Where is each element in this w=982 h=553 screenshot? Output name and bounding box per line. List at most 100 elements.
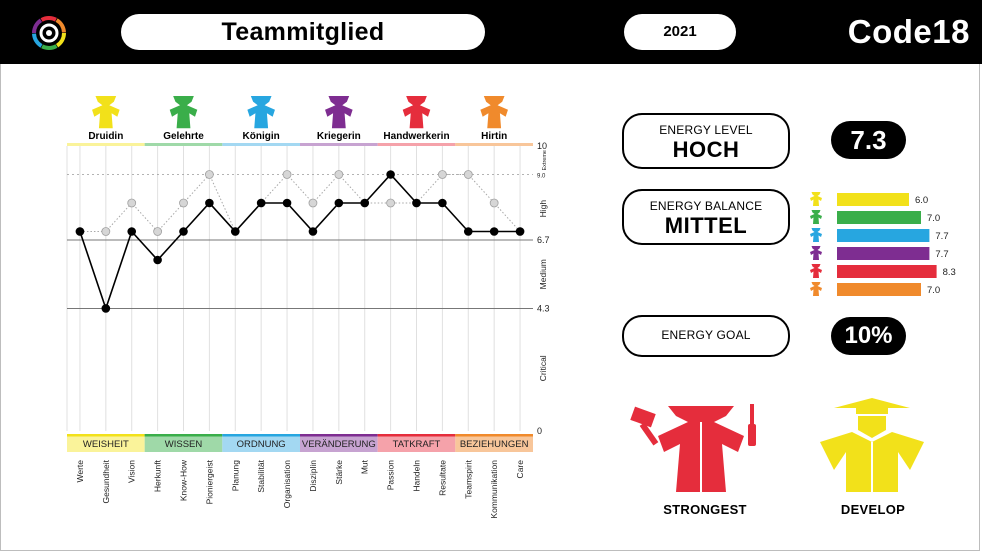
group-bar (144, 434, 223, 452)
brand-name: Code18 (847, 13, 970, 50)
actual-point (463, 227, 473, 236)
group-label: BEZIEHUNGEN (460, 439, 529, 450)
actual-point (153, 255, 162, 265)
target-point (153, 227, 163, 236)
group-bar-accent (455, 434, 533, 437)
target-point (179, 198, 188, 208)
y-tick-label: 9.0 (537, 174, 546, 180)
category-label: Organisation (282, 460, 292, 508)
target-point (282, 170, 292, 179)
category-label: Kommunikation (489, 460, 499, 519)
group-bar (377, 434, 456, 452)
category-label: Vision (127, 460, 137, 483)
group-bar-accent (222, 434, 300, 437)
group-top-strip (377, 143, 456, 146)
target-point (437, 170, 447, 179)
energy-line-chart: 10 9.0 6.7 4.3 0 Extreme High Medium Critical Dru… (66, 96, 550, 519)
archetype-icon (402, 96, 431, 129)
target-point (101, 227, 111, 236)
group-top-strip (300, 143, 378, 146)
balance-archetype-icon (810, 192, 822, 206)
balance-bar (837, 193, 909, 206)
category-label: Teamspirit (463, 459, 473, 498)
group-bar-accent (300, 434, 378, 437)
y-tick-label: 6.7 (537, 235, 550, 245)
category-label: Handeln (412, 460, 422, 492)
group-top-strip (67, 143, 145, 146)
group-label: WISSEN (165, 439, 203, 450)
strongest-label: STRONGEST (663, 502, 747, 517)
archetype-icon (169, 96, 198, 129)
energy-level-rating: HOCH (672, 137, 740, 162)
y-tick-label: 0 (537, 426, 542, 436)
actual-point (256, 198, 266, 208)
balance-archetype-icon (810, 282, 822, 296)
archetype-name: Königin (243, 131, 280, 142)
actual-point (75, 227, 85, 236)
actual-point (205, 198, 214, 208)
category-label: Stärke (334, 460, 344, 485)
develop-label: DEVELOP (840, 502, 906, 517)
balance-bar (837, 229, 930, 242)
year-badge: 2021 (624, 14, 736, 50)
archetype-icon (247, 96, 275, 129)
archetype-name: Druidin (88, 131, 123, 142)
energy-balance-bars: 6.07.07.77.78.37.0 (810, 192, 956, 296)
energy-goal-label: ENERGY GOAL (661, 328, 751, 342)
category-label: Passion (386, 460, 396, 491)
actual-point (515, 227, 525, 236)
group-label: VERÄNDERUNG (302, 439, 376, 450)
actual-point (308, 227, 318, 236)
target-point (463, 170, 473, 179)
balance-value: 7.0 (927, 213, 940, 224)
archetype-name: Gelehrte (163, 131, 204, 142)
group-top-strip (144, 143, 223, 146)
group-bar-accent (144, 434, 223, 437)
archetype-icon (92, 96, 120, 129)
y-tick-label: 4.3 (537, 303, 550, 313)
target-point (308, 198, 318, 208)
actual-point (230, 227, 240, 236)
energy-balance-card: ENERGY BALANCE MITTEL (622, 189, 790, 245)
group-bar-accent (377, 434, 456, 437)
balance-value: 7.7 (935, 231, 948, 242)
balance-value: 7.0 (927, 285, 940, 296)
actual-point (101, 304, 111, 313)
balance-value: 6.0 (915, 195, 928, 206)
category-label: Mut (360, 459, 370, 474)
zone-label: Extreme (542, 150, 548, 170)
group-label: WEISHEIT (83, 439, 129, 450)
actual-point (386, 170, 395, 179)
category-label: Know-How (179, 459, 189, 501)
actual-series-line (79, 173, 521, 311)
energy-goal-value: 10% (831, 317, 906, 355)
group-bar (300, 434, 378, 452)
category-label: Gesundheit (101, 459, 111, 503)
balance-archetype-icon (810, 246, 822, 260)
balance-bar (837, 211, 921, 224)
energy-balance-label: ENERGY BALANCE (649, 199, 763, 213)
actual-point (489, 227, 499, 236)
energy-balance-rating: MITTEL (664, 213, 748, 238)
handwerkerin-figure-icon (630, 404, 756, 492)
archetype-icon (325, 96, 353, 129)
zone-label: High (538, 200, 548, 218)
category-label: Stabilität (256, 459, 266, 492)
actual-point (334, 198, 344, 208)
actual-point (282, 198, 292, 208)
actual-point (412, 198, 421, 208)
group-bar (67, 434, 145, 452)
balance-bar (837, 265, 937, 278)
group-bar (222, 434, 300, 452)
target-point (489, 198, 499, 208)
category-label: Resultate (437, 460, 447, 496)
y-tick-label: 10 (537, 141, 547, 151)
actual-point (127, 227, 137, 236)
zone-label: Medium (538, 259, 548, 289)
page-title: Teammitglied (121, 14, 485, 50)
balance-value: 7.7 (935, 249, 948, 260)
target-point (334, 170, 344, 179)
header-bar: Teammitglied 2021 Code18 (0, 0, 982, 64)
group-label: ORDNUNG (237, 439, 286, 450)
category-label: Werte (75, 460, 85, 483)
